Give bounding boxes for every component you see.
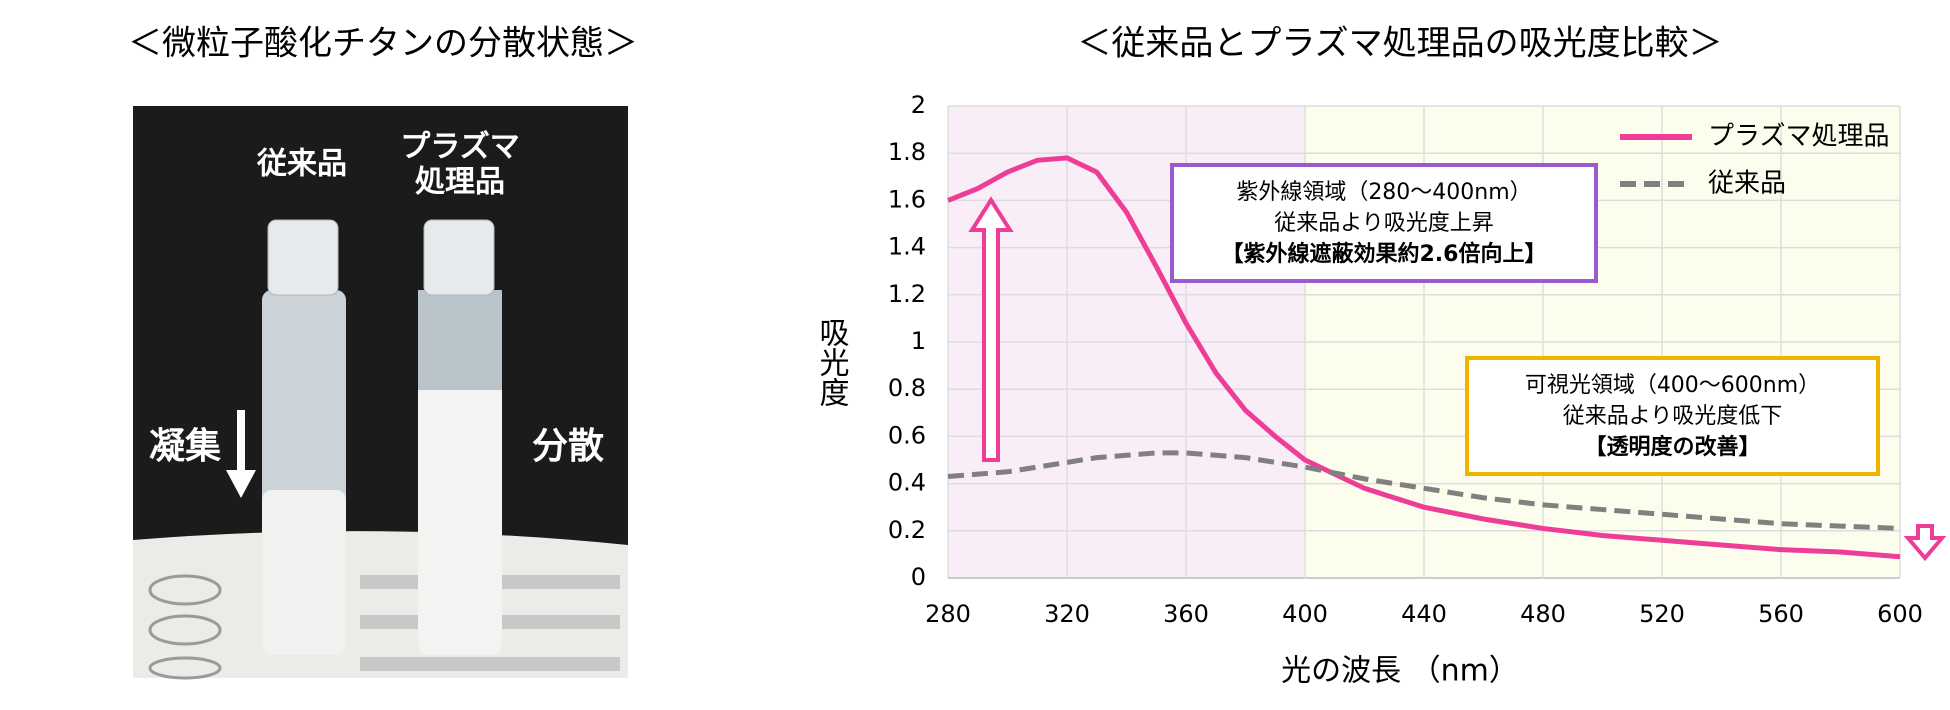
- y-tick-label: 0.2: [888, 516, 926, 544]
- x-tick-label: 520: [1639, 600, 1685, 628]
- y-tick-label: 0: [911, 563, 926, 591]
- y-tick-label: 1.6: [888, 185, 926, 213]
- up-arrow: [968, 196, 1014, 462]
- y-axis-label: 吸光度: [814, 317, 849, 407]
- series-line: [947, 450, 1901, 531]
- annotation-text: 紫外線領域（280～400nm）: [1236, 180, 1531, 205]
- annotation-text: 【紫外線遮蔽効果約2.6倍向上】: [1222, 241, 1547, 267]
- annotation-text: 可視光領域（400～600nm）: [1525, 373, 1820, 398]
- annotation-text: 従来品より吸光度低下: [1563, 404, 1783, 429]
- x-tick-label: 600: [1877, 600, 1923, 628]
- vial-label: 処理品: [415, 165, 505, 200]
- photo-floor: [133, 531, 628, 678]
- legend-label: プラズマ処理品: [1708, 122, 1889, 152]
- x-tick-label: 560: [1758, 600, 1804, 628]
- x-tick-label: 320: [1044, 600, 1090, 628]
- annotation-text: 従来品より吸光度上昇: [1274, 211, 1494, 236]
- state-label: 分散: [532, 426, 604, 467]
- y-tick-label: 0.6: [888, 421, 926, 449]
- y-tick-label: 0.4: [888, 469, 926, 497]
- chart-title: ＜従来品とプラズマ処理品の吸光度比較＞: [1077, 24, 1722, 64]
- legend-label: 従来品: [1708, 169, 1786, 199]
- photo: 従来品 プラズマ 処理品 凝集 分散: [133, 106, 628, 680]
- cap-right: [423, 219, 495, 296]
- x-axis-label: 光の波長 （nm）: [1281, 654, 1519, 689]
- y-tick-label: 2: [911, 91, 926, 119]
- x-tick-label: 280: [925, 600, 971, 628]
- vial-left-sediment: [262, 490, 346, 655]
- annotation-text: 【透明度の改善】: [1584, 434, 1760, 460]
- y-tick-label: 1: [911, 327, 926, 355]
- x-tick-label: 400: [1282, 600, 1328, 628]
- annotation-box: [1170, 163, 1598, 283]
- chart: ＜従来品とプラズマ処理品の吸光度比較＞ 0 0.2 0.4 0.6 0.8 1 1.2 1.4 1…: [814, 24, 1947, 689]
- state-label: 凝集: [149, 426, 221, 467]
- vial-label: 従来品: [256, 147, 347, 182]
- down-arrow: [1903, 524, 1947, 562]
- x-tick-label: 480: [1520, 600, 1566, 628]
- annotation-box: [1465, 356, 1880, 476]
- x-tick-label: 440: [1401, 600, 1447, 628]
- vial-label: プラズマ: [400, 130, 519, 165]
- vial-right-top: [418, 290, 502, 390]
- x-tick-label: 360: [1163, 600, 1209, 628]
- photo-title: ＜微粒子酸化チタンの分散状態＞: [128, 24, 638, 64]
- y-tick-label: 1.2: [888, 280, 926, 308]
- cap-left: [267, 219, 339, 296]
- y-tick-label: 0.8: [888, 374, 926, 402]
- series-line: [947, 155, 1901, 560]
- down-arrow: [226, 410, 256, 498]
- y-tick-label: 1.8: [888, 138, 926, 166]
- y-tick-label: 1.4: [888, 233, 926, 261]
